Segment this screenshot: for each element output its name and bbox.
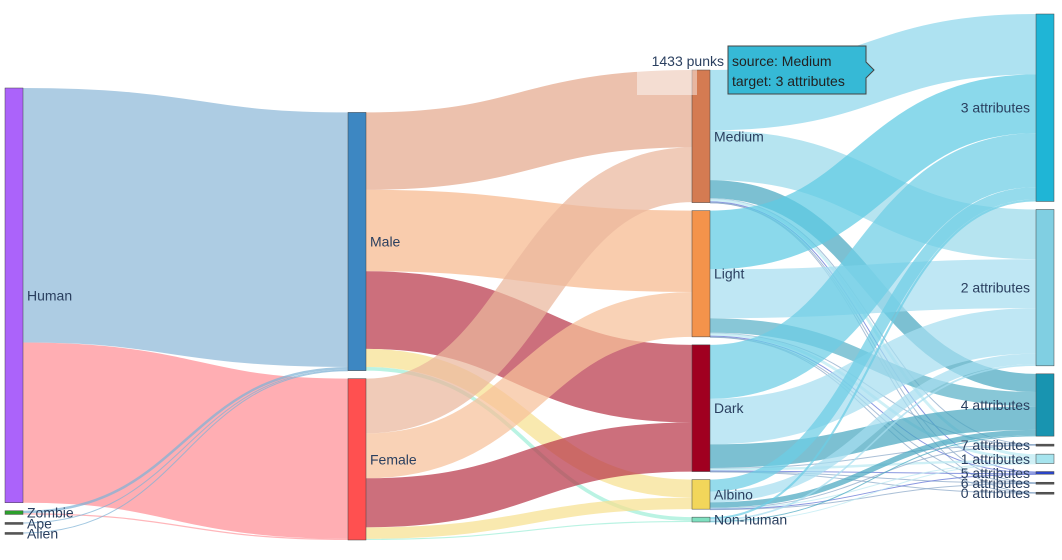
link-female-to-albino[interactable] xyxy=(365,497,693,539)
node-label-medium: Medium xyxy=(714,128,764,144)
link-nonhuman-to-a3[interactable] xyxy=(709,199,1037,520)
node-a5[interactable] xyxy=(1035,471,1055,475)
link-alien-to-male[interactable] xyxy=(22,370,349,534)
link-nonhuman-to-a4[interactable] xyxy=(709,435,1037,522)
link-albino-to-a5[interactable] xyxy=(709,473,1037,510)
node-a2[interactable] xyxy=(1035,209,1055,367)
node-label-a1: 1 attributes xyxy=(961,451,1030,467)
sankey-links xyxy=(22,14,1038,541)
node-label-nonhuman: Non-human xyxy=(714,512,787,528)
hover-box xyxy=(727,45,875,95)
node-female[interactable] xyxy=(347,378,367,541)
node-light[interactable] xyxy=(691,210,711,338)
link-nonhuman-to-a2[interactable] xyxy=(709,364,1037,521)
sankey-nodes xyxy=(4,13,1055,541)
node-a6[interactable] xyxy=(1035,481,1055,485)
node-a0[interactable] xyxy=(1035,491,1055,495)
node-label-alien: Alien xyxy=(27,525,58,541)
node-human[interactable] xyxy=(4,87,24,503)
link-dark-to-a2[interactable] xyxy=(709,308,1037,445)
link-zombie-to-male[interactable] xyxy=(22,366,349,514)
node-label-female: Female xyxy=(370,451,417,467)
link-albino-to-a7[interactable] xyxy=(709,444,1037,509)
hover-tooltip: 1433 punks source: Medium target: 3 attr… xyxy=(637,45,875,95)
hover-source-line: source: Medium xyxy=(732,53,832,69)
link-albino-to-a3[interactable] xyxy=(709,187,1037,492)
link-albino-to-a6[interactable] xyxy=(709,482,1037,511)
node-label-light: Light xyxy=(714,266,744,282)
hover-target-line: target: 3 attributes xyxy=(732,73,845,89)
link-male-to-light[interactable] xyxy=(365,189,693,292)
node-label-dark: Dark xyxy=(714,400,745,416)
node-label-a0: 0 attributes xyxy=(961,485,1030,501)
link-female-to-dark[interactable] xyxy=(365,422,693,528)
link-male-to-medium[interactable] xyxy=(365,69,693,190)
node-label-a2: 2 attributes xyxy=(961,280,1030,296)
node-label-ape: Ape xyxy=(27,515,52,531)
node-dark[interactable] xyxy=(691,344,711,472)
node-label-male: Male xyxy=(370,234,401,250)
link-medium-to-a3[interactable] xyxy=(709,14,1037,131)
node-label-a6: 6 attributes xyxy=(961,475,1030,491)
node-label-a7: 7 attributes xyxy=(961,437,1030,453)
node-nonhuman[interactable] xyxy=(691,516,711,523)
node-a7[interactable] xyxy=(1035,443,1055,447)
node-zombie[interactable] xyxy=(4,510,24,515)
hover-value-label: 1433 punks xyxy=(652,53,724,69)
node-ape[interactable] xyxy=(4,522,24,525)
link-dark-to-a3[interactable] xyxy=(708,133,1038,399)
link-female-to-nonhuman[interactable] xyxy=(365,520,693,541)
link-male-to-dark[interactable] xyxy=(365,271,693,423)
node-albino[interactable] xyxy=(691,479,711,510)
link-albino-to-a1[interactable] xyxy=(709,462,1037,509)
link-albino-to-a2[interactable] xyxy=(709,353,1037,503)
link-female-to-medium[interactable] xyxy=(364,147,694,434)
node-medium[interactable] xyxy=(691,69,711,203)
node-label-human: Human xyxy=(27,287,72,303)
node-a3[interactable] xyxy=(1035,13,1055,202)
link-dark-to-a4[interactable] xyxy=(709,406,1037,468)
node-alien[interactable] xyxy=(4,532,24,535)
node-label-albino: Albino xyxy=(714,486,753,502)
node-label-a4: 4 attributes xyxy=(961,397,1030,413)
node-label-a3: 3 attributes xyxy=(961,100,1030,116)
link-ape-to-male[interactable] xyxy=(22,369,349,524)
node-label-a5: 5 attributes xyxy=(961,465,1030,481)
node-male[interactable] xyxy=(347,112,367,371)
link-female-to-light[interactable] xyxy=(365,291,693,479)
node-label-zombie: Zombie xyxy=(27,505,74,521)
link-zombie-to-female[interactable] xyxy=(22,513,349,541)
link-light-to-a3[interactable] xyxy=(709,74,1037,270)
link-nonhuman-to-a1[interactable] xyxy=(709,463,1037,523)
hover-highlight-band xyxy=(637,50,697,95)
link-human-to-male[interactable] xyxy=(22,87,349,367)
node-a4[interactable] xyxy=(1035,373,1055,437)
node-a1[interactable] xyxy=(1035,453,1055,464)
